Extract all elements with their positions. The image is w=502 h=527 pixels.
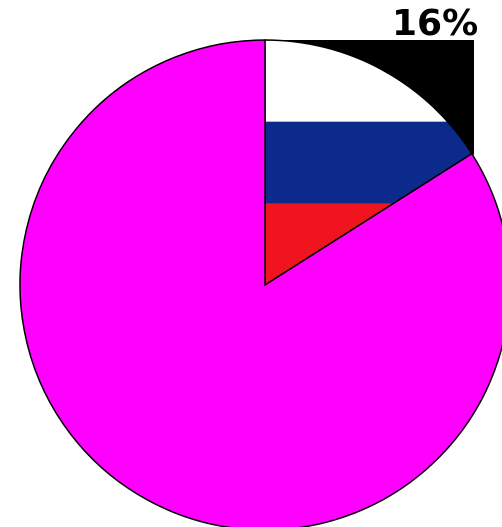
flag-background-corner bbox=[265, 39, 474, 155]
slice-percent-label: 16% bbox=[392, 3, 479, 44]
pie-slices bbox=[19, 39, 502, 527]
pie-slice-main bbox=[19, 39, 502, 527]
pie-slice-outline bbox=[264, 39, 473, 287]
